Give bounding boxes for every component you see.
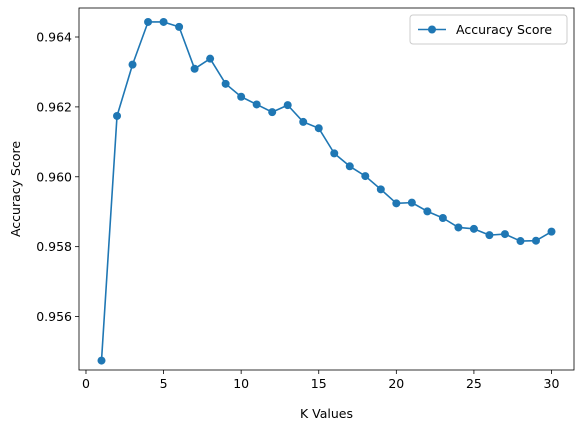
- data-point: [97, 356, 106, 365]
- data-point: [407, 198, 416, 207]
- y-axis-label: Accuracy Score: [8, 141, 23, 237]
- x-tick-label: 10: [233, 376, 249, 391]
- data-point: [376, 185, 385, 194]
- data-point: [283, 101, 292, 110]
- data-point: [516, 237, 525, 246]
- plot-frame: [78, 7, 575, 371]
- data-point: [314, 124, 323, 133]
- data-point: [330, 149, 339, 158]
- data-point: [206, 54, 215, 63]
- legend-label: Accuracy Score: [456, 22, 552, 37]
- data-point: [500, 230, 509, 239]
- data-point: [392, 199, 401, 208]
- data-point: [252, 100, 261, 109]
- data-point: [159, 17, 168, 26]
- data-point: [221, 79, 230, 88]
- data-point: [485, 231, 494, 240]
- plot-background: [79, 8, 574, 370]
- y-tick-label: 0.964: [36, 30, 72, 45]
- y-tick-label: 0.960: [36, 169, 72, 184]
- data-point: [175, 22, 184, 31]
- x-tick-label: 0: [82, 376, 90, 391]
- data-point: [237, 92, 246, 101]
- y-tick-label: 0.956: [36, 309, 72, 324]
- y-axis-ticks: 0.956 0.958 0.960 0.962 0.964: [36, 30, 79, 324]
- y-tick-label: 0.962: [36, 99, 72, 114]
- x-axis-label: K Values: [300, 406, 353, 421]
- legend-marker: [428, 25, 436, 34]
- data-point: [469, 224, 478, 233]
- data-point: [361, 172, 370, 181]
- y-tick-label: 0.958: [36, 239, 72, 254]
- data-point: [423, 207, 432, 216]
- legend-box: [409, 14, 568, 45]
- x-axis-ticks: 0 5 10 15 20 25 30: [82, 370, 559, 391]
- x-tick-label: 20: [388, 376, 404, 391]
- data-point: [345, 162, 354, 171]
- data-point: [531, 236, 540, 245]
- data-point: [190, 64, 199, 73]
- x-tick-label: 15: [311, 376, 327, 391]
- legend: Accuracy Score: [409, 14, 568, 45]
- x-tick-label: 30: [544, 376, 560, 391]
- data-point: [438, 214, 447, 222]
- data-point: [454, 223, 463, 232]
- data-point: [128, 60, 137, 69]
- data-point: [547, 227, 556, 236]
- x-tick-label: 25: [466, 376, 482, 391]
- x-tick-label: 5: [160, 376, 168, 391]
- data-point: [268, 108, 277, 117]
- data-point: [113, 111, 122, 120]
- series-layer: [97, 17, 556, 365]
- data-point: [299, 117, 308, 126]
- data-point: [144, 17, 153, 26]
